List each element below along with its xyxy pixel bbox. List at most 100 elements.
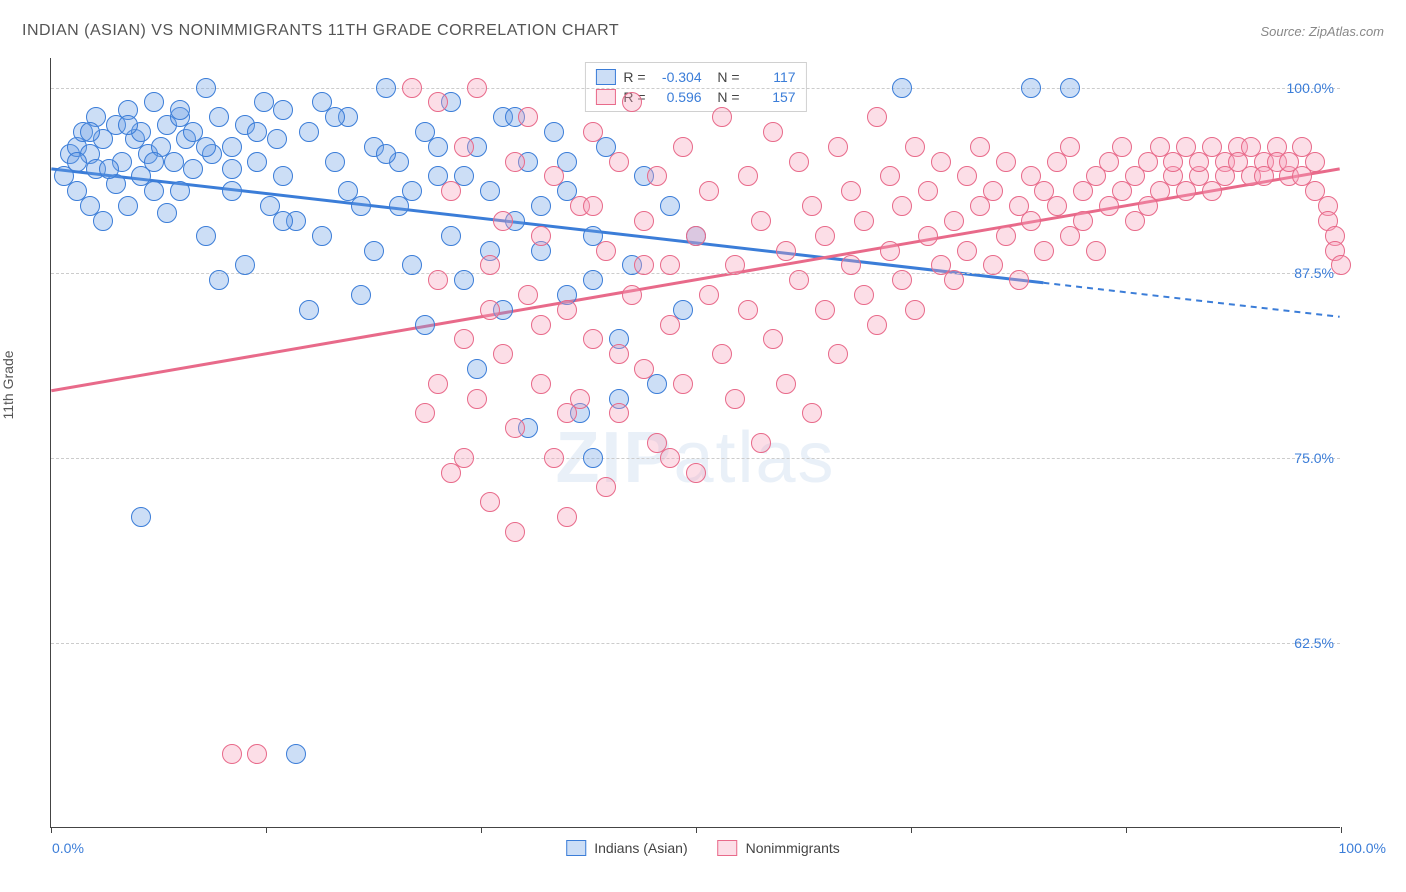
nonimmigrants-point <box>415 403 435 423</box>
indians-point <box>118 196 138 216</box>
nonimmigrants-point <box>763 122 783 142</box>
nonimmigrants-point <box>751 211 771 231</box>
indians-point <box>376 144 396 164</box>
indians-point <box>402 255 422 275</box>
nonimmigrants-point <box>712 107 732 127</box>
nonimmigrants-point <box>454 137 474 157</box>
nonimmigrants-point <box>428 270 448 290</box>
nonimmigrants-point <box>763 329 783 349</box>
nonimmigrants-point <box>583 329 603 349</box>
y-axis-tick-label: 62.5% <box>1294 635 1334 651</box>
nonimmigrants-point <box>970 137 990 157</box>
y-axis-tick-label: 100.0% <box>1287 80 1334 96</box>
nonimmigrants-point <box>634 211 654 231</box>
indians-point <box>144 92 164 112</box>
indians-point <box>299 300 319 320</box>
nonimmigrants-point <box>622 285 642 305</box>
nonimmigrants-point <box>1112 137 1132 157</box>
nonimmigrants-point <box>867 107 887 127</box>
indians-point <box>254 92 274 112</box>
nonimmigrants-point <box>854 211 874 231</box>
nonimmigrants-point <box>402 78 422 98</box>
nonimmigrants-point <box>596 241 616 261</box>
n-label: N = <box>710 69 740 85</box>
nonimmigrants-point <box>944 211 964 231</box>
indians-point <box>415 315 435 335</box>
nonimmigrants-point <box>725 389 745 409</box>
nonimmigrants-point <box>1021 211 1041 231</box>
nonimmigrants-point <box>467 78 487 98</box>
indians-point <box>273 211 293 231</box>
legend-item-indians: Indians (Asian) <box>566 840 687 856</box>
indians-point <box>222 137 242 157</box>
x-axis-tick-max: 100.0% <box>1339 840 1386 856</box>
chart-title: INDIAN (ASIAN) VS NONIMMIGRANTS 11TH GRA… <box>22 22 619 40</box>
n-label: N = <box>710 89 740 105</box>
nonimmigrants-point <box>544 166 564 186</box>
indians-point <box>325 107 345 127</box>
y-axis-tick-label: 75.0% <box>1294 450 1334 466</box>
nonimmigrants-point <box>1073 211 1093 231</box>
legend-label: Indians (Asian) <box>594 840 687 856</box>
nonimmigrants-point <box>944 270 964 290</box>
nonimmigrants-point <box>880 241 900 261</box>
nonimmigrants-point <box>738 300 758 320</box>
nonimmigrants-point <box>518 285 538 305</box>
indians-point <box>131 507 151 527</box>
bottom-legend: Indians (Asian)Nonimmigrants <box>566 840 840 856</box>
nonimmigrants-point <box>905 137 925 157</box>
nonimmigrants-point <box>686 226 706 246</box>
indians-swatch <box>595 69 615 85</box>
r-value: 0.596 <box>654 89 702 105</box>
indians-point <box>209 270 229 290</box>
nonimmigrants-point <box>815 226 835 246</box>
indians-point <box>93 211 113 231</box>
nonimmigrants-point <box>892 270 912 290</box>
nonimmigrants-point <box>480 300 500 320</box>
nonimmigrants-point <box>776 374 796 394</box>
nonimmigrants-point <box>1086 241 1106 261</box>
indians-point <box>247 122 267 142</box>
indians-point <box>544 122 564 142</box>
nonimmigrants-point <box>647 166 667 186</box>
nonimmigrants-point <box>957 241 977 261</box>
nonimmigrants-point <box>531 226 551 246</box>
indians-point <box>118 115 138 135</box>
indians-point <box>351 285 371 305</box>
indians-point <box>660 196 680 216</box>
gridline-horizontal <box>51 458 1340 459</box>
nonimmigrants-point <box>1047 196 1067 216</box>
indians-legend-swatch <box>566 840 586 856</box>
nonimmigrants-point <box>557 403 577 423</box>
nonimmigrants-point <box>1060 137 1080 157</box>
nonimmigrants-point <box>583 196 603 216</box>
indians-point <box>247 152 267 172</box>
indians-point <box>222 181 242 201</box>
plot-area: ZIPatlas R =-0.304 N =117R =0.596 N =157… <box>50 58 1340 828</box>
nonimmigrants-point <box>802 196 822 216</box>
indians-point <box>480 181 500 201</box>
nonimmigrants-point <box>505 522 525 542</box>
indians-point <box>428 137 448 157</box>
nonimmigrants-point <box>892 196 912 216</box>
indians-point <box>286 744 306 764</box>
nonimmigrants-legend-swatch <box>718 840 738 856</box>
nonimmigrants-point <box>738 166 758 186</box>
nonimmigrants-point <box>518 107 538 127</box>
x-axis-tick-mark <box>911 827 912 833</box>
n-value: 157 <box>748 89 796 105</box>
gridline-horizontal <box>51 643 1340 644</box>
nonimmigrants-point <box>789 270 809 290</box>
nonimmigrants-point <box>660 255 680 275</box>
source-attribution: Source: ZipAtlas.com <box>1260 24 1384 39</box>
nonimmigrants-point <box>918 226 938 246</box>
nonimmigrants-point <box>776 241 796 261</box>
nonimmigrants-point <box>583 122 603 142</box>
nonimmigrants-point <box>673 137 693 157</box>
nonimmigrants-point <box>699 181 719 201</box>
nonimmigrants-point <box>699 285 719 305</box>
nonimmigrants-point <box>918 181 938 201</box>
nonimmigrants-point <box>505 418 525 438</box>
nonimmigrants-point <box>660 315 680 335</box>
nonimmigrants-point <box>609 344 629 364</box>
